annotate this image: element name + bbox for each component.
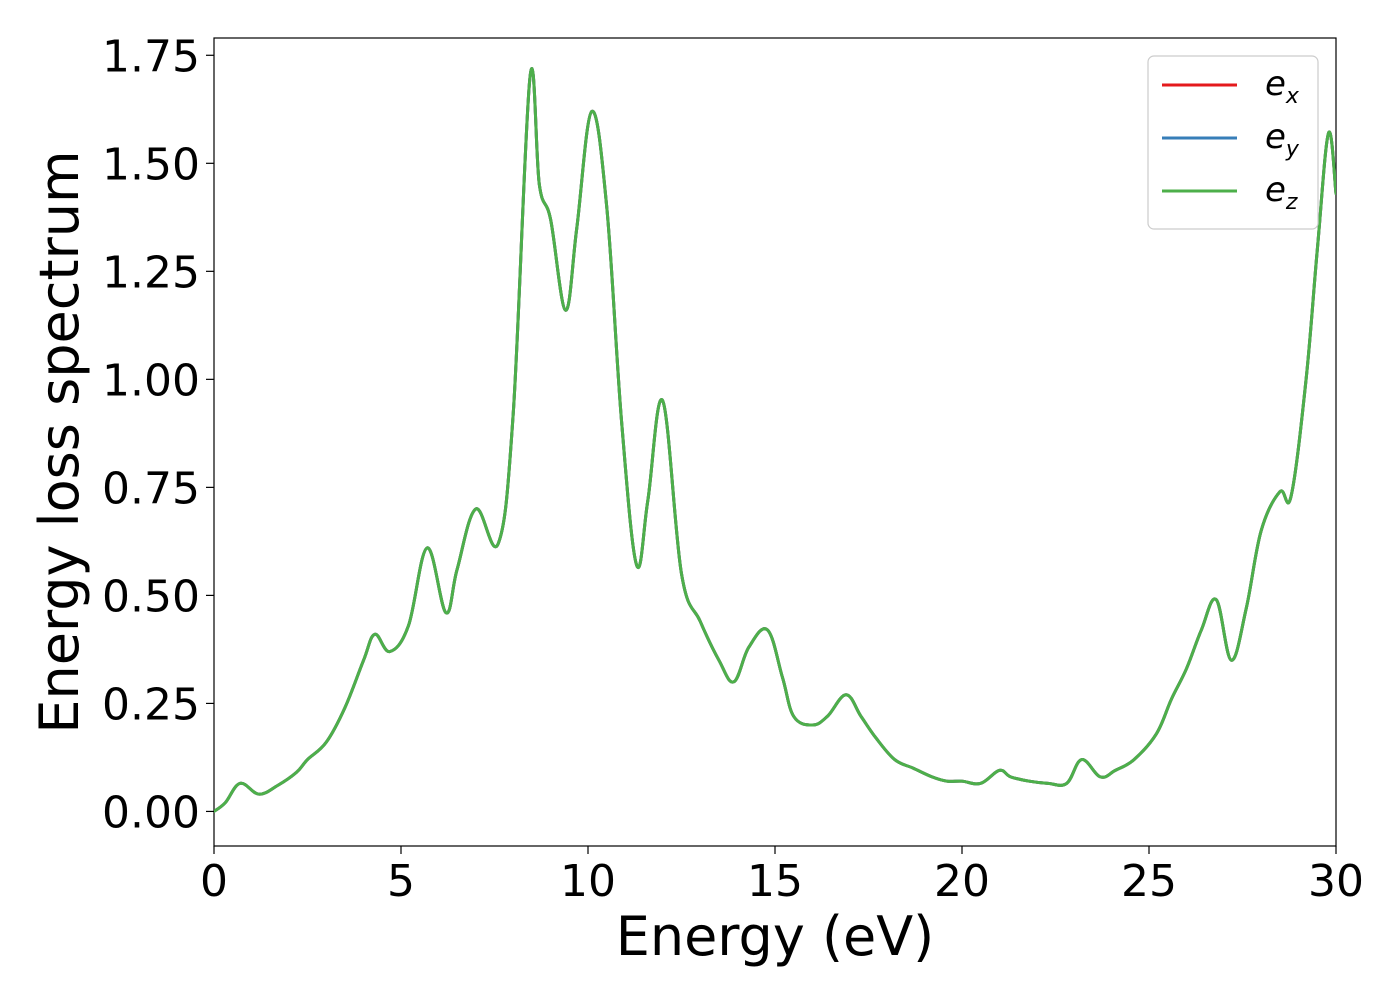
x-tick-label: 10 bbox=[560, 856, 616, 907]
y-tick-label: 0.25 bbox=[102, 679, 200, 730]
legend-label-e-y: ey bbox=[1265, 117, 1300, 162]
x-axis: 0 5 10 15 20 25 30 bbox=[200, 846, 1364, 907]
legend-label-e-z: ez bbox=[1265, 170, 1298, 215]
y-tick-label: 0.75 bbox=[102, 463, 200, 514]
x-tick-label: 30 bbox=[1308, 856, 1364, 907]
y-tick-label: 1.50 bbox=[102, 139, 200, 190]
x-tick-label: 15 bbox=[747, 856, 803, 907]
x-tick-label: 5 bbox=[387, 856, 415, 907]
y-tick-label: 0.50 bbox=[102, 571, 200, 622]
y-tick-label: 1.75 bbox=[102, 31, 200, 82]
x-tick-label: 0 bbox=[200, 856, 228, 907]
series-line-e-z bbox=[214, 67, 1336, 813]
y-axis: 0.00 0.25 0.50 0.75 1.00 1.25 1.50 1.75 bbox=[102, 31, 214, 838]
y-tick-label: 1.00 bbox=[102, 355, 200, 406]
y-tick-label: 1.25 bbox=[102, 247, 200, 298]
series-layer bbox=[214, 67, 1336, 813]
legend-box bbox=[1147, 55, 1319, 230]
y-tick-label: 0.00 bbox=[102, 787, 200, 838]
legend: ex ey ez bbox=[1147, 55, 1319, 230]
x-axis-label: Energy (eV) bbox=[616, 905, 935, 968]
x-tick-label: 25 bbox=[1121, 856, 1177, 907]
x-tick-label: 20 bbox=[934, 856, 990, 907]
legend-label-e-x: ex bbox=[1265, 64, 1300, 109]
y-axis-label: Energy loss spectrum bbox=[28, 150, 91, 733]
